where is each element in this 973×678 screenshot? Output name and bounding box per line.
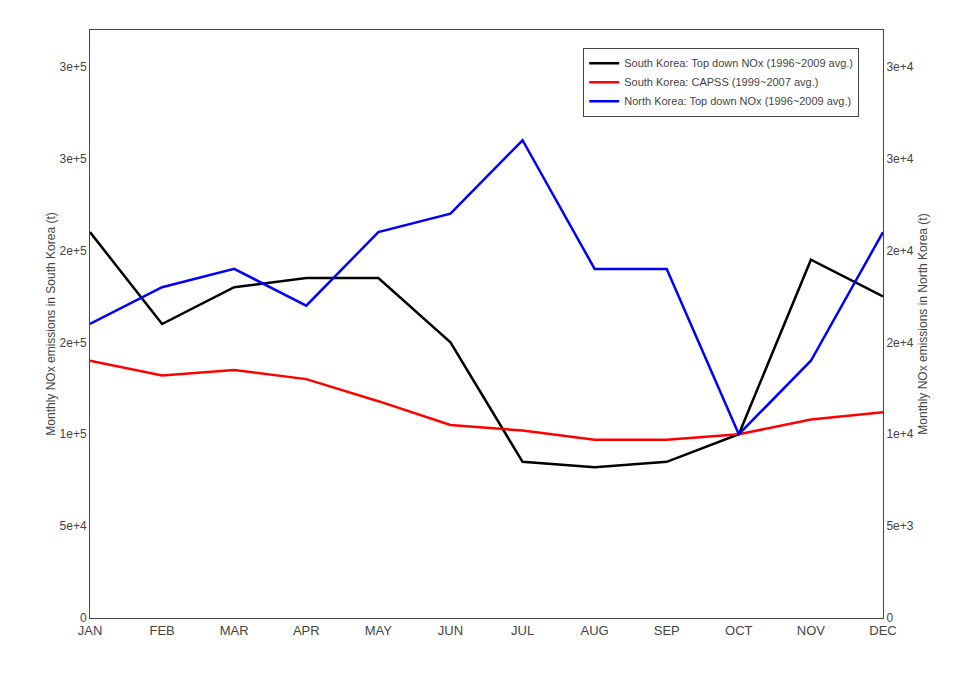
svg-text:JAN: JAN [78,623,103,638]
svg-text:MAR: MAR [220,623,249,638]
svg-text:SEP: SEP [654,623,680,638]
svg-text:NOV: NOV [797,623,826,638]
svg-text:Monthly NOx emissions in North: Monthly NOx emissions in North Korea (t) [916,213,930,434]
svg-text:JUL: JUL [511,623,534,638]
svg-text:JUN: JUN [438,623,463,638]
svg-text:1e+4: 1e+4 [886,427,913,441]
svg-text:0: 0 [80,611,87,625]
svg-text:Monthly NOx emissions in South: Monthly NOx emissions in South Korea (t) [44,212,58,435]
svg-text:3e+4: 3e+4 [886,152,913,166]
svg-text:North Korea: Top down NOx (199: North Korea: Top down NOx (1996~2009 avg… [624,95,851,107]
svg-text:5e+4: 5e+4 [60,519,87,533]
svg-text:FEB: FEB [149,623,174,638]
svg-text:AUG: AUG [581,623,609,638]
svg-text:OCT: OCT [725,623,753,638]
svg-text:2e+5: 2e+5 [60,244,87,258]
svg-text:2e+4: 2e+4 [886,336,913,350]
svg-text:South Korea: Top down NOx (199: South Korea: Top down NOx (1996~2009 avg… [624,57,853,69]
svg-text:3e+4: 3e+4 [886,60,913,74]
svg-text:3e+5: 3e+5 [60,60,87,74]
svg-text:5e+3: 5e+3 [886,519,913,533]
svg-text:APR: APR [293,623,320,638]
svg-text:0: 0 [886,611,893,625]
svg-text:2e+4: 2e+4 [886,244,913,258]
svg-text:DEC: DEC [869,623,896,638]
svg-text:South Korea: CAPSS (1999~2007: South Korea: CAPSS (1999~2007 avg.) [624,76,818,88]
svg-text:MAY: MAY [365,623,393,638]
svg-text:3e+5: 3e+5 [60,152,87,166]
svg-text:1e+5: 1e+5 [60,427,87,441]
svg-text:2e+5: 2e+5 [60,336,87,350]
